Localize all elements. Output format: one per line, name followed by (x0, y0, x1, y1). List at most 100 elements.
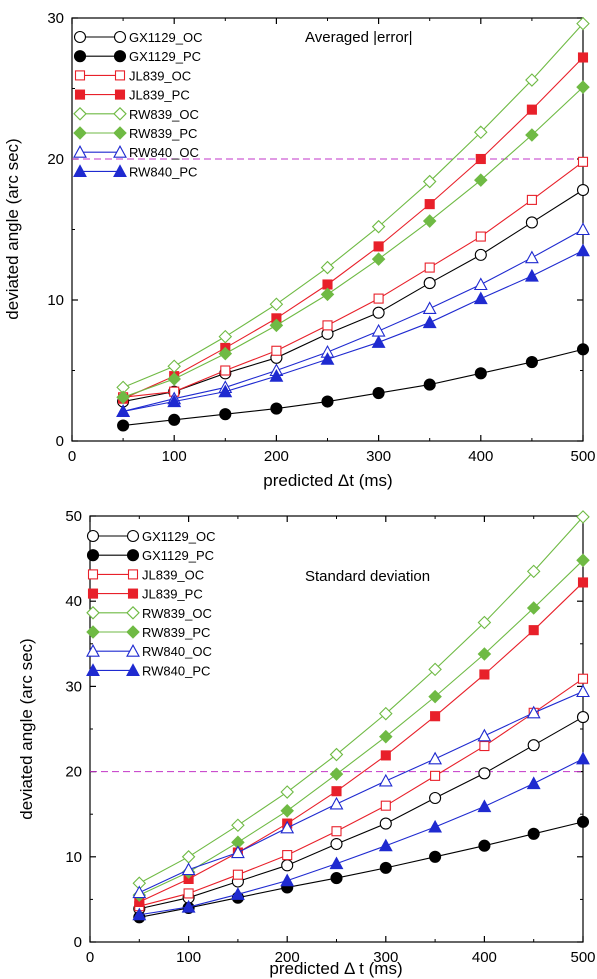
data-point (231, 818, 245, 833)
data-point (371, 252, 386, 266)
data-point (428, 819, 443, 833)
data-point (478, 767, 491, 780)
data-point (526, 705, 541, 719)
legend-marker (113, 107, 127, 121)
y-tick-label: 20 (65, 764, 82, 781)
y-axis-label: deviated angle (arc sec) (17, 638, 36, 819)
legend-marker (73, 126, 87, 140)
data-point (329, 767, 344, 781)
data-point (528, 625, 539, 636)
data-point (525, 128, 539, 142)
y-tick-label: 10 (65, 849, 82, 866)
data-point (230, 887, 245, 900)
data-point (269, 297, 284, 312)
data-point (331, 826, 342, 837)
data-point (269, 368, 284, 382)
data-point (329, 796, 344, 810)
data-point (218, 346, 233, 361)
data-point (428, 689, 442, 704)
legend-marker (114, 89, 126, 100)
legend-marker (126, 606, 140, 620)
data-point (280, 873, 295, 887)
data-point (380, 750, 391, 761)
legend-marker (127, 588, 139, 599)
data-point (372, 306, 385, 319)
data-point (526, 601, 541, 615)
legend-marker (113, 126, 127, 140)
y-tick-label: 30 (65, 678, 82, 695)
data-point (218, 384, 233, 398)
data-point (428, 662, 442, 677)
legend-label: RW839_OC (129, 107, 199, 122)
data-point (181, 850, 196, 864)
series-line (139, 678, 584, 907)
x-tick-label: 0 (86, 949, 94, 966)
data-point (477, 728, 492, 742)
data-point (525, 73, 539, 87)
data-point (422, 174, 437, 189)
data-point (474, 367, 487, 380)
series-line (122, 23, 584, 388)
data-point (524, 250, 539, 264)
legend-entry: GX1129_PC (86, 548, 214, 563)
data-point (477, 799, 492, 813)
series-line (122, 189, 584, 403)
legend-label: JL839_OC (129, 68, 191, 83)
legend-marker (73, 30, 87, 44)
legend-marker (126, 529, 140, 543)
legend-marker (113, 164, 127, 177)
data-point (320, 260, 335, 275)
data-point (181, 899, 196, 913)
data-point (330, 872, 343, 885)
legend-marker (113, 50, 127, 63)
data-point (329, 747, 344, 762)
x-tick-label: 100 (176, 949, 201, 966)
series-line (139, 716, 584, 910)
legend-marker (126, 644, 140, 657)
data-point (422, 301, 437, 315)
data-point (474, 173, 488, 187)
data-point (379, 706, 393, 721)
legend-marker (126, 663, 140, 676)
legend-marker (73, 107, 87, 121)
data-point (132, 885, 147, 899)
y-tick-label: 10 (47, 292, 64, 309)
series-line (123, 161, 584, 398)
data-point (373, 241, 384, 252)
data-point (479, 669, 490, 680)
series-line (139, 821, 584, 918)
data-point (576, 553, 590, 568)
legend-marker (87, 569, 99, 580)
data-point (576, 16, 590, 31)
legend-entry: GX1129_PC (73, 49, 201, 64)
data-point (576, 343, 590, 356)
legend-entry: RW840_PC (73, 164, 197, 179)
legend-label: JL839_OC (142, 567, 204, 582)
x-axis-label: predicted Δ t (ms) (269, 959, 402, 978)
data-point (116, 390, 130, 405)
chart-annotation: Standard deviation (305, 568, 430, 585)
series-RW840_PC (116, 243, 590, 417)
series-GX1129_PC (117, 343, 590, 432)
legend-label: JL839_PC (129, 88, 190, 103)
data-point (428, 751, 443, 765)
series-RW839_OC (132, 510, 590, 890)
legend-label: RW839_OC (142, 606, 212, 621)
legend-entry: JL839_OC (87, 567, 204, 582)
data-point (373, 293, 384, 304)
data-point (576, 711, 590, 724)
data-point (526, 564, 541, 579)
data-point (183, 888, 194, 899)
data-point (429, 850, 442, 863)
data-point (232, 869, 243, 880)
series-GX1129_OC (133, 711, 590, 915)
data-point (526, 104, 537, 115)
y-tick-label: 0 (74, 934, 82, 951)
series-line (122, 86, 584, 398)
data-point (167, 359, 181, 374)
data-point (379, 729, 393, 744)
y-tick-label: 40 (65, 593, 82, 610)
data-point (371, 323, 386, 337)
data-point (321, 395, 334, 408)
legend-entry: JL839_PC (74, 88, 190, 103)
